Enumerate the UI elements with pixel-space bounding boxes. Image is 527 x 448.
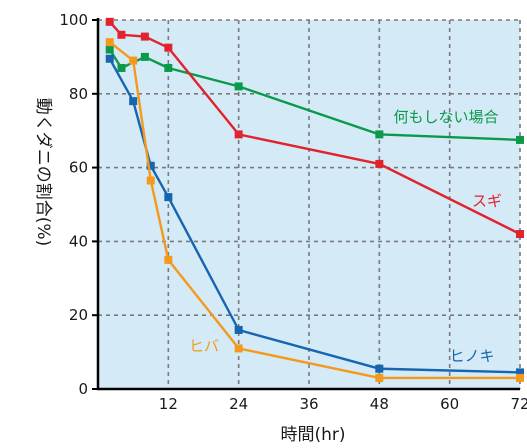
y-axis-title: 動くダニの割合(%) [33, 98, 53, 246]
data-point-sugi-2 [140, 32, 149, 41]
data-point-sugi-0 [105, 17, 114, 26]
data-point-hiba-2 [146, 176, 155, 185]
data-point-hinoki-0 [105, 54, 114, 63]
data-point-hinoki-4 [234, 325, 243, 334]
data-point-control-1 [117, 63, 126, 72]
y-tick-label-80: 80 [69, 85, 88, 103]
x-tick-label-60: 60 [440, 395, 459, 413]
series-hiba [105, 38, 524, 382]
series-label-control: 何もしない場合 [393, 108, 498, 126]
data-point-hinoki-5 [375, 364, 384, 373]
data-point-hiba-5 [375, 373, 384, 382]
x-tick-label-48: 48 [370, 395, 389, 413]
data-point-hinoki-1 [129, 97, 138, 106]
data-point-sugi-4 [234, 130, 243, 139]
data-point-control-4 [234, 82, 243, 91]
x-tick-label-72: 72 [510, 395, 527, 413]
y-tick-label-100: 100 [59, 11, 88, 29]
x-tick-label-36: 36 [299, 395, 318, 413]
y-tick-label-40: 40 [69, 232, 88, 250]
series-sugi [105, 17, 524, 239]
data-point-control-3 [164, 63, 173, 72]
data-point-sugi-1 [117, 30, 126, 39]
data-point-hinoki-3 [164, 193, 173, 202]
y-tick-label-60: 60 [69, 159, 88, 177]
series-group [105, 17, 524, 382]
data-point-control-6 [516, 135, 524, 144]
data-point-sugi-3 [164, 43, 173, 52]
series-control [105, 45, 524, 144]
series-hinoki [105, 54, 524, 377]
x-axis-title: 時間(hr) [280, 425, 345, 445]
y-tick-label-20: 20 [69, 306, 88, 324]
data-point-hiba-1 [129, 56, 138, 65]
data-point-sugi-5 [375, 159, 384, 168]
data-point-hinoki-2 [146, 161, 155, 170]
data-point-hiba-3 [164, 255, 173, 264]
data-point-control-2 [140, 52, 149, 61]
grid [98, 19, 521, 389]
axes [92, 18, 520, 391]
data-point-hiba-6 [516, 373, 524, 382]
data-point-sugi-6 [516, 230, 524, 239]
series-label-hiba: ヒバ [189, 337, 219, 355]
tick-labels: 0 20 40 60 80 100 12 24 36 48 60 72 [59, 11, 527, 413]
x-tick-label-24: 24 [229, 395, 248, 413]
x-tick-label-12: 12 [159, 395, 178, 413]
data-point-hiba-4 [234, 344, 243, 353]
data-point-control-5 [375, 130, 384, 139]
y-tick-label-0: 0 [78, 380, 88, 398]
data-point-hinoki-6 [516, 368, 524, 377]
series-label-sugi: スギ [472, 192, 502, 210]
data-point-control-0 [105, 45, 114, 54]
data-point-hiba-0 [105, 38, 114, 47]
series-label-hinoki: ヒノキ [449, 347, 494, 365]
